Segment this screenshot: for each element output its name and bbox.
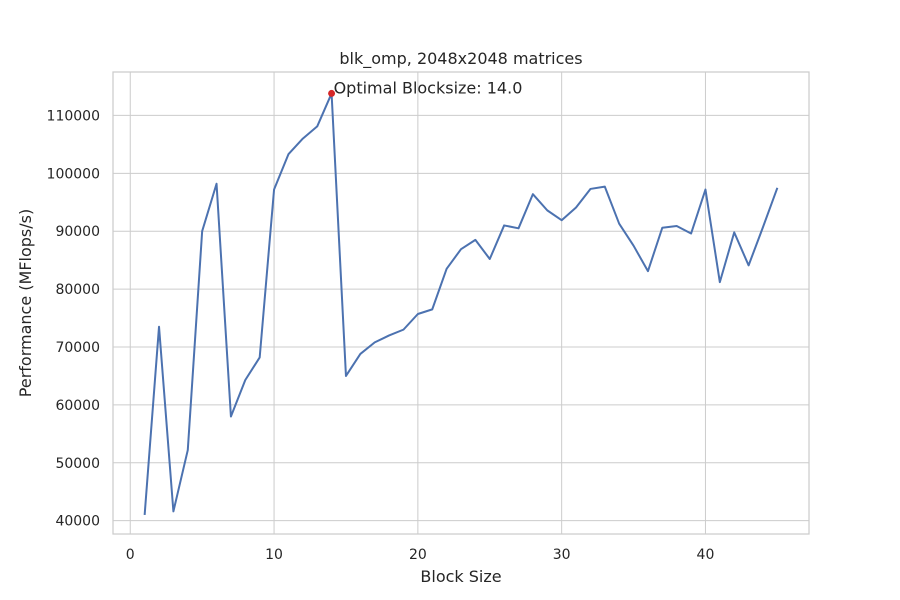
x-axis-label: Block Size bbox=[420, 567, 501, 586]
x-tick-label: 0 bbox=[126, 547, 135, 563]
y-tick-label: 50000 bbox=[55, 456, 100, 472]
y-tick-label: 110000 bbox=[47, 108, 100, 124]
optimal-blocksize-annotation: Optimal Blocksize: 14.0 bbox=[334, 78, 523, 97]
y-tick-label: 90000 bbox=[55, 224, 100, 240]
y-tick-label: 60000 bbox=[55, 398, 100, 414]
chart-title: blk_omp, 2048x2048 matrices bbox=[339, 49, 582, 69]
plot-frame bbox=[112, 71, 810, 535]
y-axis-label: Performance (MFlops/s) bbox=[16, 209, 35, 397]
y-tick-label: 70000 bbox=[55, 340, 100, 356]
y-tick-label: 100000 bbox=[47, 166, 100, 182]
series-line bbox=[143, 92, 779, 515]
x-tick-label: 10 bbox=[265, 547, 283, 563]
x-tick-label: 30 bbox=[553, 547, 571, 563]
y-tick-label: 40000 bbox=[55, 514, 100, 530]
x-tick-label: 40 bbox=[697, 547, 715, 563]
y-axis-ticks: 40000 50000 60000 70000 80000 90000 100000 1100… bbox=[47, 108, 100, 529]
optimal-point-marker bbox=[328, 89, 336, 97]
x-axis-ticks: 0 10 20 30 40 bbox=[126, 547, 715, 563]
y-tick-label: 80000 bbox=[55, 282, 100, 298]
x-tick-label: 20 bbox=[409, 547, 427, 563]
grid bbox=[113, 72, 809, 534]
